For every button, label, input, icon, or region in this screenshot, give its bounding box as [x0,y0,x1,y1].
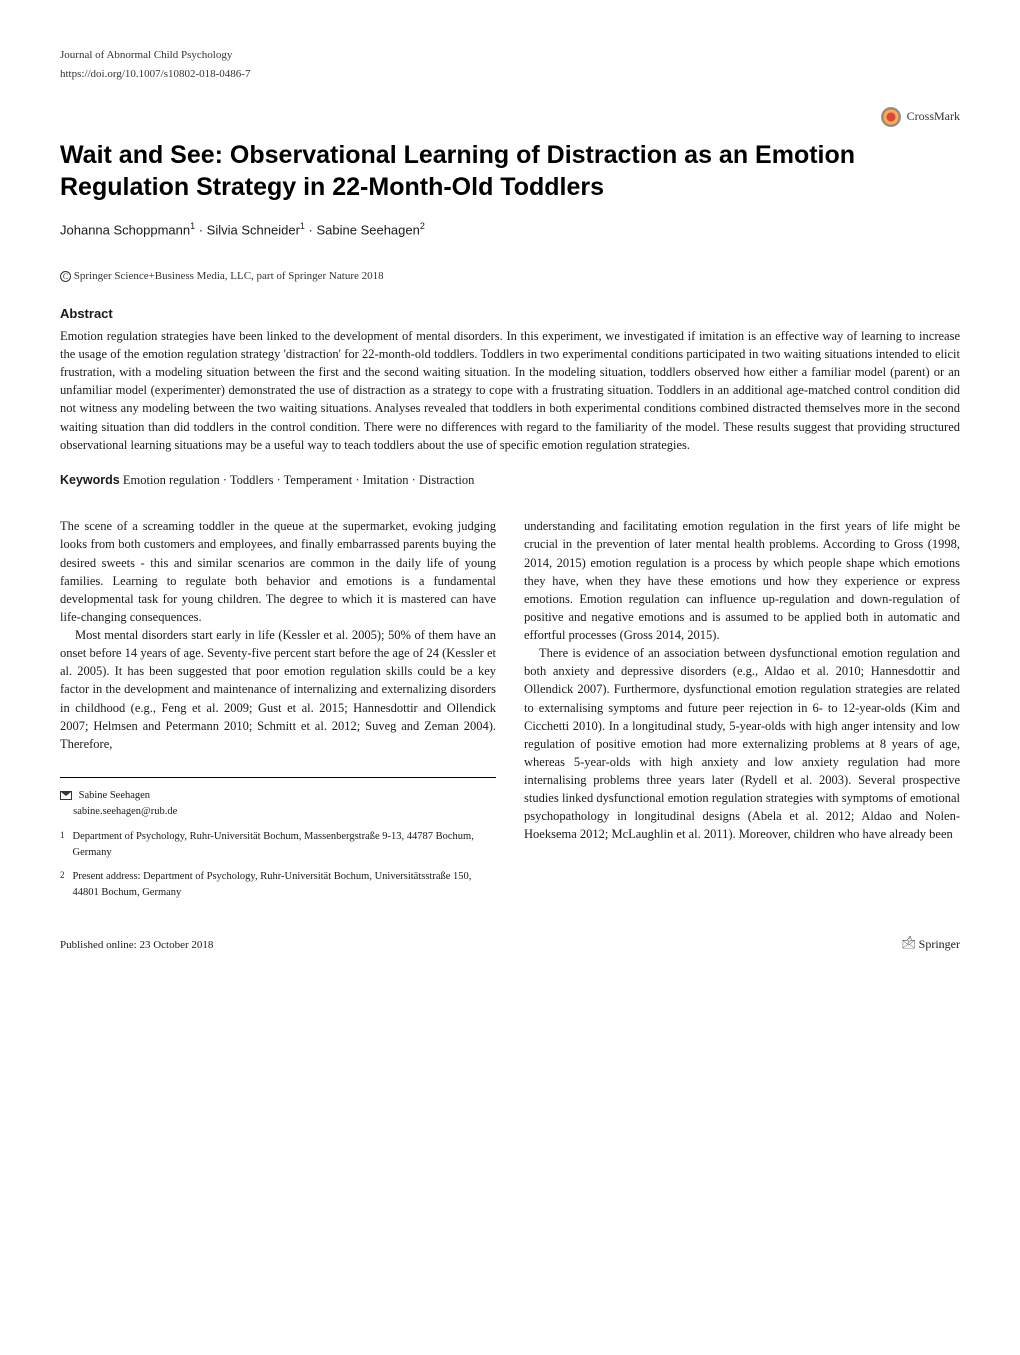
crossmark-label: CrossMark [907,108,960,125]
body-paragraph: There is evidence of an association betw… [524,644,960,843]
copyright-text: Springer Science+Business Media, LLC, pa… [74,270,384,282]
journal-name: Journal of Abnormal Child Psychology [60,48,960,63]
copyright-line: C Springer Science+Business Media, LLC, … [60,269,960,284]
affiliations-block: Sabine Seehagen sabine.seehagen@rub.de 1… [60,777,496,901]
affiliation-text: Department of Psychology, Ruhr-Universit… [73,829,497,861]
copyright-icon: C [60,271,71,282]
body-paragraph: understanding and facilitating emotion r… [524,517,960,644]
keywords-line: Keywords Emotion regulation · Toddlers ·… [60,472,960,490]
journal-header: Journal of Abnormal Child Psychology htt… [60,48,960,83]
publisher-logo: 🖄 Springer [902,936,960,953]
affiliation-number: 2 [60,869,65,901]
crossmark-icon [881,107,901,127]
affiliation-text: Present address: Department of Psycholog… [73,869,497,901]
keywords-text: Emotion regulation · Toddlers · Temperam… [123,473,475,487]
affiliation: 1 Department of Psychology, Ruhr-Univers… [60,829,496,861]
authors-line: Johanna Schoppmann1 · Silvia Schneider1 … [60,220,960,240]
corr-author-email: sabine.seehagen@rub.de [73,806,177,817]
corresponding-author: Sabine Seehagen sabine.seehagen@rub.de [60,788,496,820]
body-paragraph: Most mental disorders start early in lif… [60,626,496,753]
body-paragraph: The scene of a screaming toddler in the … [60,517,496,626]
crossmark-badge[interactable]: CrossMark [881,107,960,127]
right-column: understanding and facilitating emotion r… [524,517,960,908]
abstract-heading: Abstract [60,305,960,323]
envelope-icon [60,791,72,800]
keywords-label: Keywords [60,473,120,487]
abstract-text: Emotion regulation strategies have been … [60,327,960,454]
doi: https://doi.org/10.1007/s10802-018-0486-… [60,67,960,82]
left-column: The scene of a screaming toddler in the … [60,517,496,908]
affiliation-number: 1 [60,829,65,861]
article-title: Wait and See: Observational Learning of … [60,139,960,204]
page-footer: Published online: 23 October 2018 🖄 Spri… [60,936,960,953]
body-columns: The scene of a screaming toddler in the … [60,517,960,908]
corr-author-name: Sabine Seehagen [79,790,150,801]
published-date: Published online: 23 October 2018 [60,938,213,953]
affiliation: 2 Present address: Department of Psychol… [60,869,496,901]
